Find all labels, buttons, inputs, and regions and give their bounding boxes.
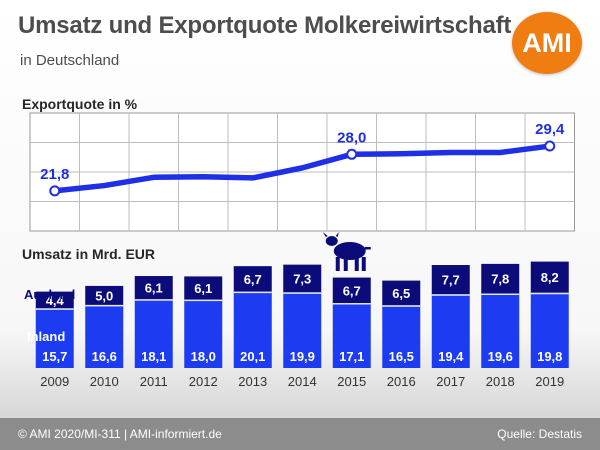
bar-label-inland: 18,0 bbox=[191, 349, 216, 364]
x-tick-label: 2014 bbox=[288, 374, 317, 389]
bar-separator bbox=[382, 305, 421, 307]
bar-label-ausland: 6,1 bbox=[194, 281, 212, 296]
bar-ausland bbox=[184, 276, 223, 300]
bar-inland bbox=[481, 293, 520, 368]
bar-ausland bbox=[283, 264, 322, 293]
export-data-point bbox=[544, 140, 556, 152]
revenue-chart-title: Umsatz in Mrd. EUR bbox=[22, 246, 156, 262]
footer-source: Quelle: Destatis bbox=[497, 427, 582, 441]
bar-separator bbox=[431, 294, 470, 296]
bar-inland bbox=[431, 294, 470, 368]
bar-separator bbox=[35, 308, 74, 310]
bar-label-ausland: 4,4 bbox=[46, 293, 65, 308]
x-tick-label: 2013 bbox=[238, 374, 267, 389]
bar-separator bbox=[332, 303, 371, 305]
export-data-label: 28,0 bbox=[337, 129, 366, 146]
bar-separator bbox=[481, 293, 520, 296]
export-rate-line bbox=[52, 143, 553, 194]
bar-ausland bbox=[530, 261, 569, 293]
bar-label-ausland: 7,7 bbox=[442, 273, 460, 288]
bar-label-inland: 19,4 bbox=[438, 349, 464, 364]
bar-inland bbox=[283, 292, 322, 368]
bar-inland bbox=[134, 299, 173, 368]
bar-ausland bbox=[332, 277, 371, 304]
x-tick-label: 2010 bbox=[90, 374, 119, 389]
bar-inland bbox=[382, 305, 421, 368]
bar-separator bbox=[85, 304, 124, 307]
bar-ausland bbox=[134, 276, 173, 300]
bar-label-ausland: 8,2 bbox=[541, 270, 559, 285]
export-chart-title: Exportquote in % bbox=[22, 96, 138, 112]
bar-ausland bbox=[85, 285, 124, 305]
legend-ausland: Ausland bbox=[24, 287, 75, 302]
bar-label-inland: 19,9 bbox=[290, 349, 315, 364]
ami-logo: AMI bbox=[512, 12, 582, 74]
export-data-label: 29,4 bbox=[535, 121, 565, 138]
bar-ausland bbox=[233, 266, 272, 292]
bar-inland bbox=[85, 304, 124, 368]
bar-separator bbox=[283, 292, 322, 294]
bar-label-inland: 20,1 bbox=[240, 349, 265, 364]
cow-icon bbox=[322, 232, 371, 271]
bar-inland bbox=[184, 299, 223, 368]
x-tick-label: 2018 bbox=[486, 374, 515, 389]
x-tick-label: 2012 bbox=[189, 374, 218, 389]
bar-separator bbox=[134, 299, 173, 301]
bar-label-inland: 16,5 bbox=[389, 349, 414, 364]
bar-ausland bbox=[382, 280, 421, 306]
bar-label-ausland: 6,1 bbox=[145, 281, 163, 296]
bar-label-ausland: 6,7 bbox=[343, 283, 361, 298]
page-subtitle: in Deutschland bbox=[20, 52, 120, 69]
export-data-label: 21,8 bbox=[40, 166, 69, 183]
x-tick-label: 2009 bbox=[40, 374, 69, 389]
bar-inland bbox=[332, 303, 371, 368]
footer-copyright: © AMI 2020/MI-311 | AMI-informiert.de bbox=[18, 427, 222, 441]
bar-ausland bbox=[35, 291, 74, 309]
bar-label-inland: 15,7 bbox=[42, 349, 67, 364]
bar-ausland bbox=[431, 265, 470, 295]
export-data-point bbox=[346, 148, 358, 160]
bar-label-inland: 16,6 bbox=[92, 349, 117, 364]
bar-label-inland: 19,6 bbox=[488, 349, 513, 364]
bar-label-inland: 19,8 bbox=[537, 349, 562, 364]
export-data-point bbox=[49, 185, 61, 197]
page-title: Umsatz und Exportquote Molkereiwirtschaf… bbox=[18, 12, 512, 39]
bar-ausland bbox=[481, 263, 520, 294]
x-tick-label: 2019 bbox=[535, 374, 564, 389]
x-tick-label: 2016 bbox=[387, 374, 416, 389]
bar-separator bbox=[530, 292, 569, 295]
x-tick-label: 2017 bbox=[436, 374, 465, 389]
bar-separator bbox=[233, 291, 272, 294]
x-tick-label: 2011 bbox=[140, 374, 168, 389]
bar-label-inland: 18,1 bbox=[141, 349, 166, 364]
bar-inland bbox=[35, 308, 74, 368]
bar-label-ausland: 7,3 bbox=[293, 272, 311, 287]
bar-label-ausland: 6,5 bbox=[392, 286, 410, 301]
bar-inland bbox=[233, 291, 272, 368]
bar-label-ausland: 7,8 bbox=[491, 272, 509, 287]
bar-label-ausland: 6,7 bbox=[244, 272, 262, 287]
x-tick-label: 2015 bbox=[337, 374, 366, 389]
bar-label-ausland: 5,0 bbox=[95, 288, 113, 303]
bar-separator bbox=[184, 299, 223, 302]
footer: © AMI 2020/MI-311 | AMI-informiert.de Qu… bbox=[0, 418, 600, 450]
bar-label-inland: 17,1 bbox=[339, 349, 364, 364]
charts-canvas: 21,8 28,0 29,4 15,7 4,4 2009 16,6 5,0 2010 18,1 6,… bbox=[24, 112, 575, 389]
legend-inland: Inland bbox=[27, 329, 65, 344]
bar-inland bbox=[530, 292, 569, 368]
